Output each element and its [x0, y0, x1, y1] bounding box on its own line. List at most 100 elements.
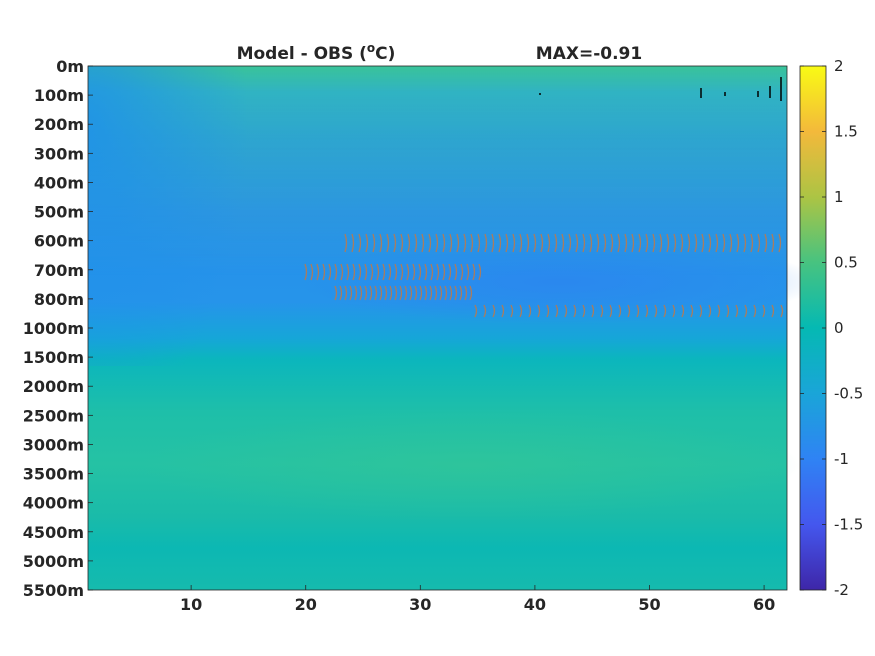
- contour-segment: [582, 233, 586, 253]
- contour-segment: [546, 304, 550, 318]
- contour-segment: [339, 285, 343, 301]
- contour-segment: [744, 304, 748, 318]
- colorbar-ticks: 2 1.5 1 0.5 0 -0.5 -1 -1.5 -2: [800, 57, 863, 599]
- contour-lines: [304, 77, 784, 318]
- contour-segment: [564, 304, 568, 318]
- contour-segment: [591, 304, 595, 318]
- contour-segment: [582, 304, 586, 318]
- colorbar-tick-label: 2: [834, 57, 844, 75]
- contour-segment: [418, 263, 422, 281]
- contour-segment: [376, 263, 380, 281]
- contour-segment: [379, 285, 383, 301]
- contour-segment: [436, 263, 440, 281]
- contour-segment: [512, 233, 516, 253]
- deep-warm-region: [140, 410, 800, 520]
- colorbar-tick-label: 0: [834, 319, 844, 337]
- contour-segment: [780, 304, 784, 318]
- contour-segment: [442, 263, 446, 281]
- contour-segment: [673, 233, 677, 253]
- heatmap-plot-area: [87, 65, 820, 591]
- contour-segment: [736, 233, 740, 253]
- contour-segment: [519, 304, 523, 318]
- y-tick-label: 100m: [34, 86, 84, 105]
- contour-segment: [610, 233, 614, 253]
- contour-segment: [359, 285, 363, 301]
- contour-segment: [421, 233, 425, 253]
- colorbar-tick-label: -2: [834, 581, 849, 599]
- contour-segment: [365, 233, 369, 253]
- contour-segment: [762, 304, 766, 318]
- contour-segment: [636, 304, 640, 318]
- contour-segment: [708, 233, 712, 253]
- contour-segment: [540, 233, 544, 253]
- contour-segment: [386, 233, 390, 253]
- contour-segment: [400, 263, 404, 281]
- contour-segment: [406, 263, 410, 281]
- contour-segment: [449, 233, 453, 253]
- contour-segment: [379, 233, 383, 253]
- contour-segment: [753, 304, 757, 318]
- contour-segment: [519, 233, 523, 253]
- contour-segment: [690, 304, 694, 318]
- colorbar-tick-label: 1: [834, 188, 844, 206]
- contour-segment: [466, 263, 470, 281]
- contour-segment: [555, 304, 559, 318]
- contour-segment: [358, 233, 362, 253]
- contour-segment: [370, 263, 374, 281]
- contour-segment: [561, 233, 565, 253]
- contour-segment: [472, 263, 476, 281]
- contour-segment: [681, 304, 685, 318]
- contour-segment: [400, 233, 404, 253]
- contour-segment: [358, 263, 362, 281]
- colorbar-tick-label: -0.5: [834, 385, 863, 403]
- y-tick-label: 400m: [34, 173, 84, 192]
- x-tick-label: 30: [409, 595, 431, 614]
- contour-segment: [364, 285, 368, 301]
- contour-segment: [340, 263, 344, 281]
- y-tick-label: 1500m: [23, 348, 84, 367]
- contour-segment: [666, 233, 670, 253]
- contour-segment: [526, 233, 530, 253]
- contour-segment: [717, 304, 721, 318]
- contour-segment: [491, 233, 495, 253]
- y-tick-label: 500m: [34, 203, 84, 222]
- contour-segment: [434, 285, 438, 301]
- contour-segment: [394, 263, 398, 281]
- contour-segment: [407, 233, 411, 253]
- contour-segment: [456, 233, 460, 253]
- contour-segment: [672, 304, 676, 318]
- contour-segment: [310, 263, 314, 281]
- contour-segment: [729, 233, 733, 253]
- contour-segment: [351, 233, 355, 253]
- y-tick-label: 5000m: [23, 552, 84, 571]
- contour-segment: [631, 233, 635, 253]
- contour-segment: [334, 285, 338, 301]
- y-tick-label: 5500m: [23, 581, 84, 600]
- contour-segment: [505, 233, 509, 253]
- contour-segment: [645, 304, 649, 318]
- x-tick-label: 40: [524, 595, 546, 614]
- contour-segment: [735, 304, 739, 318]
- max-annotation: MAX=-0.91: [536, 44, 642, 64]
- contour-segment: [412, 263, 416, 281]
- contour-segment: [554, 233, 558, 253]
- contour-segment: [477, 233, 481, 253]
- y-tick-label: 2000m: [23, 377, 84, 396]
- contour-segment: [722, 233, 726, 253]
- y-tick-label: 600m: [34, 232, 84, 251]
- x-tick-label: 60: [753, 595, 775, 614]
- chart-title: Model - OBS (oC): [237, 41, 396, 64]
- contour-segment: [470, 233, 474, 253]
- contour-segment: [414, 233, 418, 253]
- colorbar-tick-label: 0.5: [834, 254, 858, 272]
- contour-segment: [589, 233, 593, 253]
- y-tick-label: 2500m: [23, 406, 84, 425]
- contour-segment: [469, 285, 473, 301]
- y-axis: 0m 100m 200m 300m 400m 500m 600m 700m 800m 1000m 1…: [23, 57, 93, 600]
- contour-segment: [334, 263, 338, 281]
- contour-segment: [304, 263, 308, 281]
- contour-segment: [393, 233, 397, 253]
- contour-segment: [645, 233, 649, 253]
- contour-segment: [414, 285, 418, 301]
- contour-segment: [430, 263, 434, 281]
